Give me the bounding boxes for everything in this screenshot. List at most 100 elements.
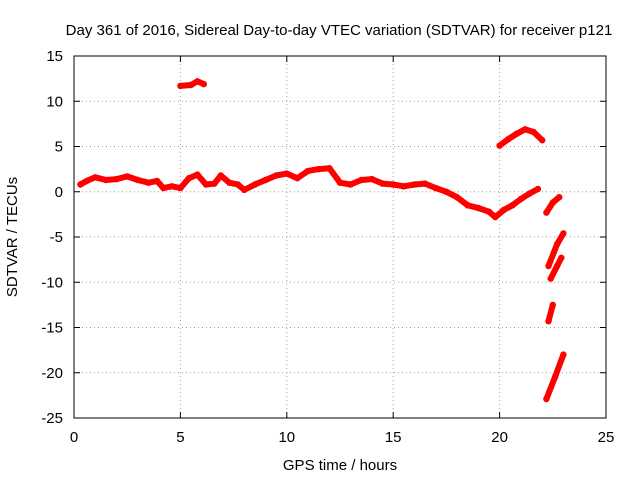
- data-series: [496, 126, 546, 149]
- data-point: [283, 170, 290, 177]
- data-point: [160, 184, 167, 192]
- data-point: [77, 181, 84, 188]
- data-point: [551, 374, 559, 381]
- x-tick-label: 25: [598, 429, 615, 446]
- data-point: [543, 395, 550, 403]
- x-tick-label: 15: [385, 429, 402, 446]
- data-point: [336, 179, 344, 186]
- y-tick-label: -15: [41, 320, 63, 337]
- data-point: [513, 130, 520, 137]
- data-point: [153, 177, 161, 185]
- data-point: [347, 181, 354, 188]
- plot-area: [77, 78, 567, 403]
- data-point: [187, 81, 195, 89]
- data-point: [304, 167, 312, 175]
- data-point: [547, 275, 554, 282]
- x-tick-label: 10: [278, 429, 295, 446]
- x-tick-label: 5: [176, 429, 184, 446]
- data-point: [124, 173, 131, 180]
- data-point: [326, 165, 333, 172]
- data-point: [234, 181, 242, 188]
- data-point: [226, 179, 233, 186]
- data-point: [496, 142, 503, 149]
- data-point: [145, 179, 152, 186]
- data-point: [545, 262, 552, 270]
- data-point: [556, 194, 563, 201]
- y-tick-label: -5: [50, 229, 63, 246]
- y-tick-label: -10: [41, 274, 63, 291]
- data-point: [517, 195, 525, 203]
- series-trace: [177, 78, 207, 89]
- data-point: [368, 175, 376, 183]
- data-point: [530, 128, 537, 136]
- data-point: [113, 175, 120, 183]
- data-point: [390, 181, 397, 188]
- x-tick-label: 20: [491, 429, 508, 446]
- data-point: [534, 185, 542, 193]
- data-point: [411, 181, 418, 188]
- y-tick-label: 0: [55, 184, 63, 201]
- data-point: [177, 184, 184, 192]
- data-point: [217, 172, 224, 179]
- data-point: [421, 180, 429, 187]
- data-point: [443, 188, 450, 195]
- data-point: [262, 176, 269, 184]
- data-point: [315, 165, 322, 173]
- data-point: [558, 254, 565, 261]
- data-point: [545, 318, 552, 325]
- data-point: [521, 126, 529, 133]
- data-point: [485, 208, 493, 215]
- data-point: [549, 301, 556, 309]
- data-point: [251, 181, 259, 188]
- data-point: [202, 181, 210, 188]
- data-series: [545, 230, 567, 270]
- axis-ticks: 0 5 10 15 20 25 15 10 5 0 -5 -10 -15 -20 -25: [41, 48, 614, 446]
- data-point: [492, 213, 499, 221]
- data-point: [549, 199, 556, 206]
- data-series: [77, 165, 542, 221]
- data-series: [543, 351, 567, 403]
- data-point: [464, 202, 471, 209]
- data-point: [400, 183, 407, 190]
- data-point: [294, 175, 301, 182]
- data-series: [177, 78, 207, 90]
- data-point: [273, 172, 280, 179]
- y-tick-label: -25: [41, 410, 63, 427]
- data-point: [241, 186, 248, 194]
- data-point: [177, 82, 184, 90]
- data-point: [200, 80, 207, 88]
- data-point: [211, 180, 218, 187]
- data-point: [543, 209, 550, 216]
- data-point: [560, 230, 567, 237]
- data-point: [102, 176, 110, 184]
- data-point: [432, 184, 439, 192]
- data-point: [83, 177, 91, 185]
- data-point: [475, 204, 482, 212]
- data-point: [553, 262, 561, 270]
- data-point: [185, 175, 193, 182]
- data-point: [553, 241, 561, 248]
- data-point: [526, 190, 533, 197]
- y-tick-label: 10: [46, 93, 63, 110]
- data-point: [92, 174, 99, 181]
- grid: [74, 56, 606, 418]
- data-series: [543, 194, 563, 216]
- y-tick-label: 5: [55, 139, 63, 156]
- data-point: [358, 176, 365, 184]
- data-point: [539, 137, 546, 144]
- x-tick-label: 0: [70, 429, 78, 446]
- y-tick-label: -20: [41, 365, 63, 382]
- chart-title: Day 361 of 2016, Sidereal Day-to-day VTE…: [66, 22, 613, 39]
- data-point: [168, 183, 176, 190]
- y-axis-label: SDTVAR / TECUs: [4, 177, 21, 297]
- x-axis-label: GPS time / hours: [283, 457, 397, 474]
- data-point: [509, 202, 516, 209]
- y-tick-label: 15: [46, 48, 63, 65]
- data-point: [194, 78, 201, 85]
- data-point: [134, 176, 141, 184]
- data-point: [379, 180, 386, 187]
- data-point: [500, 206, 508, 214]
- data-point: [560, 351, 567, 358]
